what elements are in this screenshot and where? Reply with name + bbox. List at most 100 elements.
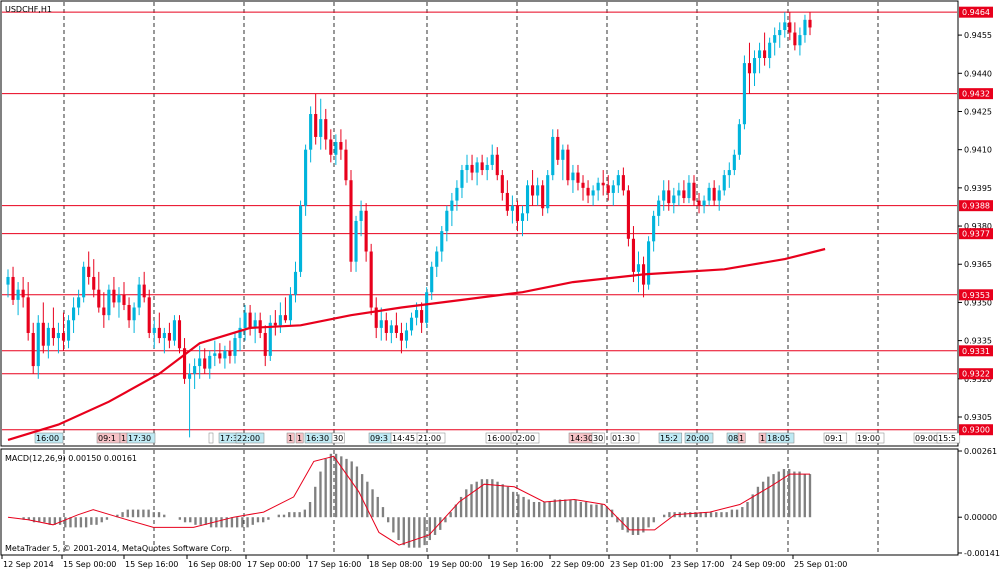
event-marker-box <box>295 432 304 444</box>
candle-body <box>682 190 686 199</box>
candle-body <box>399 332 403 341</box>
macd-pane-frame <box>0 448 959 556</box>
candle-body <box>72 307 76 321</box>
candle-body <box>611 185 615 193</box>
candle-body <box>11 276 15 300</box>
candle-body <box>727 170 731 176</box>
candle-body <box>430 266 434 293</box>
candle-body <box>223 350 227 359</box>
candle-body <box>273 322 277 326</box>
event-marker-label: 16:30 <box>306 434 329 443</box>
candle-body <box>757 50 762 59</box>
event-marker-label: 17:30 <box>128 434 151 443</box>
time-axis[interactable]: 12 Sep 2014 15 Sep 00:00 15 Sep 16:00 16 Se… <box>1 555 847 569</box>
candle-body <box>394 325 398 333</box>
candle-body <box>51 327 55 339</box>
event-marker-box <box>591 432 605 444</box>
price-level-tag <box>959 289 993 301</box>
candle-body <box>647 241 651 285</box>
event-marker-box <box>208 432 214 444</box>
candle-body <box>586 187 590 196</box>
candle-body <box>374 307 378 328</box>
price-level-tag-text: 0.9464 <box>962 8 990 17</box>
candle-body <box>571 172 575 181</box>
time-tick-label: 24 Sep 09:00 <box>732 560 785 569</box>
candle-body <box>208 355 212 369</box>
candle-body <box>132 307 136 321</box>
event-marker-label: 09:00 <box>915 434 938 443</box>
event-marker-label: 19:00 <box>857 434 880 443</box>
macd-tick-label: 0.00261 <box>964 447 997 456</box>
event-marker-box <box>658 432 683 444</box>
event-marker-box <box>331 432 345 444</box>
event-marker-box <box>684 432 714 444</box>
candle-body <box>621 175 625 191</box>
candle-body <box>737 124 741 155</box>
candle-body <box>657 200 661 216</box>
candle-body <box>692 182 696 201</box>
time-tick-label: 16 Sep 08:00 <box>188 560 241 569</box>
candle-body <box>102 307 106 316</box>
price-tick-label: 0.9305 <box>964 413 992 422</box>
candle-body <box>631 238 636 272</box>
event-marker-box <box>286 432 295 444</box>
candle-body <box>162 332 166 339</box>
event-marker-box <box>416 432 446 444</box>
event-marker-label: 1 <box>739 434 744 443</box>
macd-axis[interactable]: 0.00261 0.00000 -0.00141 <box>958 447 1000 558</box>
candle-body <box>793 32 797 46</box>
candle-body <box>697 200 701 206</box>
candle-body <box>420 310 424 323</box>
event-marker-label: 1 <box>288 434 293 443</box>
candle-body <box>626 190 630 239</box>
candle-body <box>263 332 267 356</box>
event-marker-label: 20:00 <box>686 434 709 443</box>
candle-body <box>172 320 177 341</box>
candle-body <box>354 220 358 262</box>
candle-body <box>56 332 61 339</box>
macd-signal-line <box>7 455 810 546</box>
candle-body <box>117 294 121 303</box>
price-tick-label: 0.9395 <box>964 184 992 193</box>
candle-body <box>384 320 388 333</box>
event-marker-label: 16:00 <box>487 434 510 443</box>
candle-body <box>404 330 409 341</box>
price-axis[interactable]: 0.94550.94400.94250.94100.93950.93800.93… <box>958 31 992 422</box>
candle-body <box>510 205 514 211</box>
candle-body <box>6 276 10 285</box>
candle-body <box>359 210 363 221</box>
price-level-tag-text: 0.9322 <box>962 370 990 379</box>
candle-body <box>21 289 25 298</box>
candle-body <box>157 327 161 339</box>
candle-body <box>188 373 192 379</box>
event-marker-label: 08 <box>728 434 738 443</box>
price-level-tag <box>959 200 993 212</box>
candle-body <box>435 251 439 267</box>
candle-body <box>268 322 272 356</box>
candle-body <box>687 182 691 199</box>
candle-body <box>167 332 171 341</box>
price-tick-label: 0.9380 <box>964 222 992 231</box>
time-tick-label: 15 Sep 16:00 <box>125 560 178 569</box>
candle-body <box>31 332 35 367</box>
candle-body <box>783 22 787 31</box>
candle-body <box>364 210 368 252</box>
event-markers-row: 16:00 09:1 1 17:30 17:3 22:00 1 1 16:30 30 09:3 14:… <box>34 432 961 444</box>
candle-body <box>77 297 81 308</box>
candle-body <box>314 114 318 137</box>
candle-body <box>551 136 555 176</box>
event-marker-box <box>235 432 265 444</box>
price-level-tag <box>959 228 993 240</box>
time-tick-label: 19 Sep 00:00 <box>429 560 482 569</box>
candle-body <box>107 289 111 316</box>
price-level-tag <box>959 6 993 18</box>
event-marker-label: 15:2 <box>660 434 678 443</box>
time-tick-label: 23 Sep 17:00 <box>671 560 724 569</box>
candle-body <box>66 320 71 341</box>
macd-title: MACD(12,26,9) 0.00150 0.00161 <box>5 454 137 463</box>
price-level-lines[interactable] <box>2 11 957 431</box>
candle-body <box>490 154 494 165</box>
event-marker-label: 30 <box>593 434 603 443</box>
